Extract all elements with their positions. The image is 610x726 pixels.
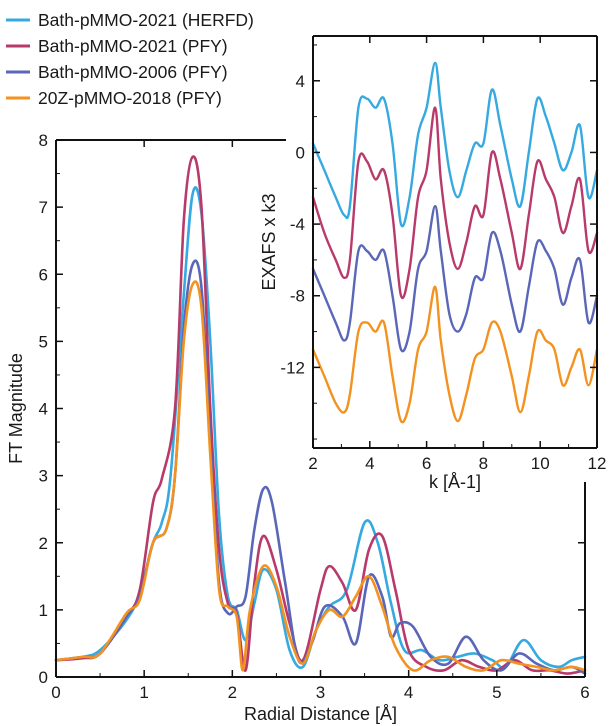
main-y-tick-label: 7 [39,198,48,217]
legend-label-bath-pmmo-2021-herfd: Bath-pMMO-2021 (HERFD) [38,10,254,30]
inset-x-tick-label: 12 [588,454,607,473]
inset-series-bath-pmmo-2021-herfd [311,61,599,228]
inset-series-bath-pmmo-2006-pfy [311,205,599,353]
legend-label-bath-pmmo-2021-pfy: Bath-pMMO-2021 (PFY) [38,36,228,56]
main-y-axis-label: FT Magnitude [6,353,26,464]
inset-y-tick-label: 4 [296,72,305,91]
inset-background [286,30,606,480]
inset-y-tick-label: 0 [296,143,305,162]
main-y-tick-label: 1 [39,601,48,620]
inset-axes: 2 4 6 8 10 12 4 0 -4 -8 -12 [280,35,607,473]
main-x-tick-label: 0 [51,683,60,702]
inset-x-tick-label: 8 [479,454,488,473]
main-y-tick-label: 8 [39,131,48,150]
main-x-tick-label: 5 [492,683,501,702]
main-x-axis-label: Radial Distance [Å] [244,704,397,724]
main-x-tick-label: 1 [139,683,148,702]
main-series-20z-pmmo-2018-pfy [54,280,587,672]
main-y-tick-label: 0 [39,668,48,687]
main-y-tick-label: 2 [39,534,48,553]
inset-x-tick-label: 6 [422,454,431,473]
inset-y-axis-label: EXAFS x k3 [259,193,279,290]
main-series-group [54,155,587,675]
inset-series-bath-pmmo-2021-pfy [311,106,599,300]
legend: Bath-pMMO-2021 (HERFD) Bath-pMMO-2021 (PF… [6,10,254,108]
legend-label-bath-pmmo-2006-pfy: Bath-pMMO-2006 (PFY) [38,62,228,82]
inset-x-tick-label: 2 [308,454,317,473]
inset-x-tick-label: 10 [531,454,550,473]
main-x-tick-label: 2 [228,683,237,702]
main-y-tick-label: 6 [39,265,48,284]
main-x-tick-label: 3 [316,683,325,702]
inset-series-20z-pmmo-2018-pfy [311,285,599,424]
inset-y-tick-label: -4 [290,215,305,234]
main-y-tick-label: 4 [39,400,48,419]
main-series-bath-pmmo-2021-pfy [54,155,587,675]
main-x-tick-label: 4 [404,683,413,702]
inset-y-tick-label: -8 [290,287,305,306]
main-x-tick-label: 6 [580,683,589,702]
inset-series-group [311,61,599,424]
inset-x-tick-label: 4 [365,454,374,473]
main-y-tick-label: 5 [39,332,48,351]
main-y-tick-label: 3 [39,467,48,486]
inset-chart: 2 4 6 8 10 12 4 0 -4 -8 -12 k [Å-1] EXAFS x k3 [259,30,606,492]
inset-x-axis-label: k [Å-1] [429,472,481,492]
inset-y-tick-label: -12 [280,358,305,377]
legend-label-20z-pmmo-2018-pfy: 20Z-pMMO-2018 (PFY) [38,88,222,108]
